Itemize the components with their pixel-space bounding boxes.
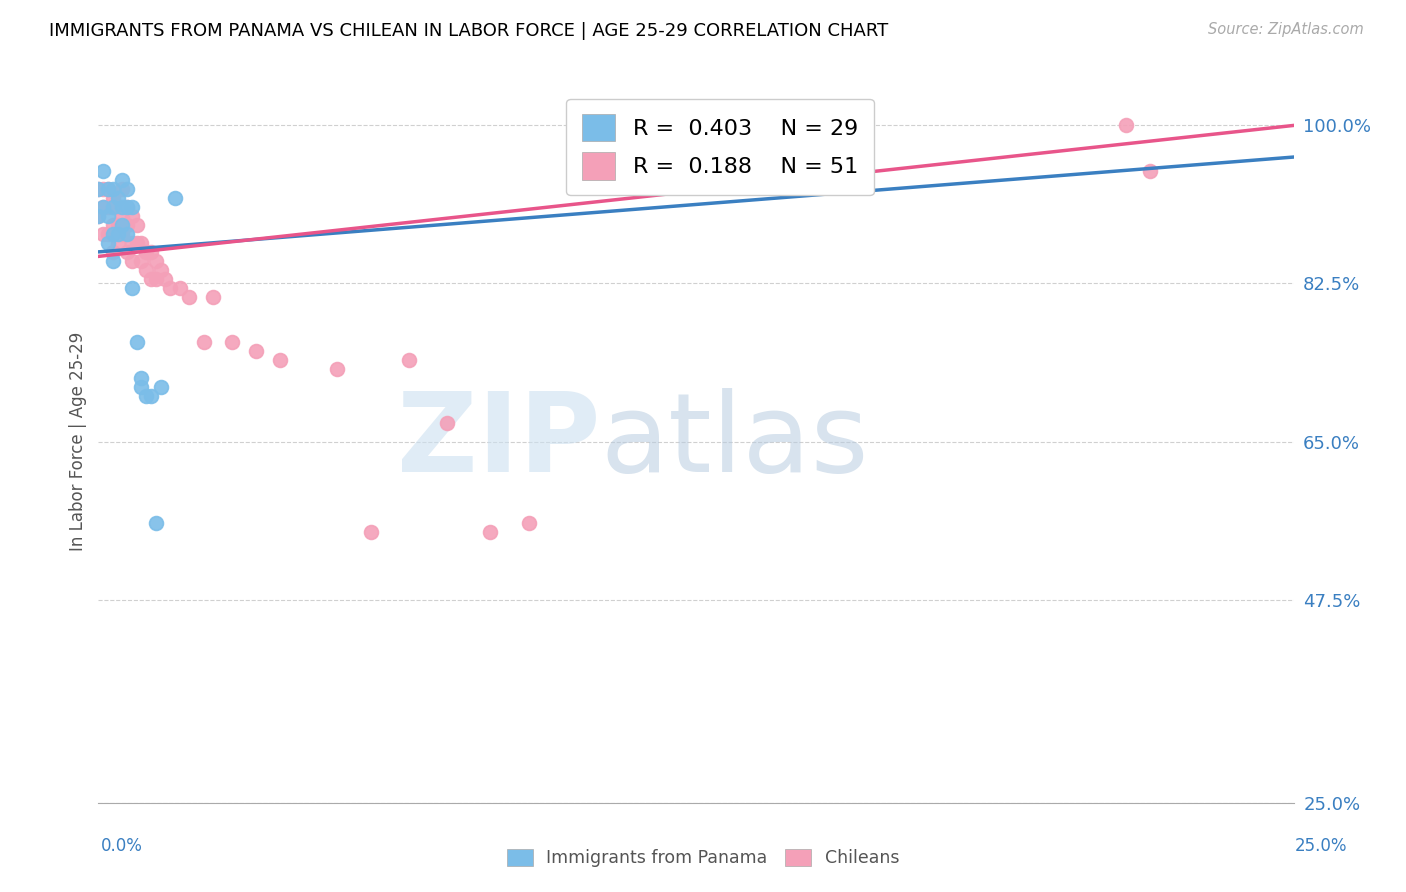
Point: [115, 181, 138, 195]
Point: [91, 163, 114, 178]
Point: [149, 263, 172, 277]
Point: [125, 218, 148, 232]
Point: [91, 200, 114, 214]
Point: [269, 353, 291, 368]
Text: atlas: atlas: [600, 388, 869, 495]
Point: [121, 200, 143, 214]
Point: [125, 235, 148, 250]
Text: Source: ZipAtlas.com: Source: ZipAtlas.com: [1208, 22, 1364, 37]
Point: [115, 227, 138, 241]
Point: [107, 191, 129, 205]
Y-axis label: In Labor Force | Age 25-29: In Labor Force | Age 25-29: [69, 332, 87, 551]
Point: [145, 272, 167, 286]
Point: [139, 244, 162, 259]
Point: [101, 191, 124, 205]
Point: [163, 191, 186, 205]
Point: [111, 218, 134, 232]
Point: [193, 335, 215, 350]
Text: 0.0%: 0.0%: [101, 837, 143, 855]
Point: [326, 362, 349, 376]
Point: [101, 244, 124, 259]
Point: [149, 380, 172, 394]
Point: [87, 181, 110, 195]
Point: [1115, 119, 1137, 133]
Point: [101, 218, 124, 232]
Point: [97, 235, 120, 250]
Point: [221, 335, 243, 350]
Point: [121, 254, 143, 268]
Point: [135, 244, 157, 259]
Point: [115, 200, 138, 214]
Point: [101, 254, 124, 268]
Text: ZIP: ZIP: [396, 388, 600, 495]
Point: [131, 380, 153, 394]
Point: [91, 200, 114, 214]
Point: [115, 200, 138, 214]
Point: [131, 254, 153, 268]
Text: 25.0%: 25.0%: [1295, 837, 1347, 855]
Point: [107, 227, 129, 241]
Point: [101, 227, 124, 241]
Point: [97, 181, 120, 195]
Point: [135, 263, 157, 277]
Point: [111, 200, 134, 214]
Point: [245, 344, 267, 359]
Legend: Immigrants from Panama, Chileans: Immigrants from Panama, Chileans: [499, 842, 907, 874]
Point: [111, 181, 134, 195]
Point: [101, 200, 124, 214]
Point: [179, 290, 201, 304]
Point: [159, 281, 181, 295]
Point: [121, 281, 143, 295]
Point: [111, 227, 134, 241]
Point: [107, 218, 129, 232]
Point: [115, 244, 138, 259]
Point: [436, 417, 458, 431]
Point: [360, 524, 382, 539]
Text: IMMIGRANTS FROM PANAMA VS CHILEAN IN LABOR FORCE | AGE 25-29 CORRELATION CHART: IMMIGRANTS FROM PANAMA VS CHILEAN IN LAB…: [49, 22, 889, 40]
Point: [139, 272, 162, 286]
Point: [97, 181, 120, 195]
Point: [111, 172, 134, 186]
Point: [101, 181, 124, 195]
Point: [139, 389, 162, 403]
Point: [91, 227, 114, 241]
Point: [169, 281, 191, 295]
Point: [135, 389, 157, 403]
Point: [97, 200, 120, 214]
Point: [145, 254, 167, 268]
Point: [107, 235, 129, 250]
Point: [121, 209, 143, 223]
Point: [121, 235, 143, 250]
Point: [1139, 163, 1161, 178]
Point: [517, 516, 540, 530]
Point: [111, 209, 134, 223]
Point: [145, 516, 167, 530]
Point: [87, 209, 110, 223]
Point: [115, 218, 138, 232]
Point: [125, 335, 148, 350]
Point: [398, 353, 420, 368]
Point: [97, 209, 120, 223]
Point: [479, 524, 502, 539]
Point: [107, 200, 129, 214]
Point: [155, 272, 177, 286]
Point: [97, 227, 120, 241]
Point: [131, 371, 153, 385]
Point: [87, 209, 110, 223]
Legend: R =  0.403    N = 29, R =  0.188    N = 51: R = 0.403 N = 29, R = 0.188 N = 51: [567, 99, 873, 195]
Point: [91, 181, 114, 195]
Point: [87, 181, 110, 195]
Point: [202, 290, 225, 304]
Point: [131, 235, 153, 250]
